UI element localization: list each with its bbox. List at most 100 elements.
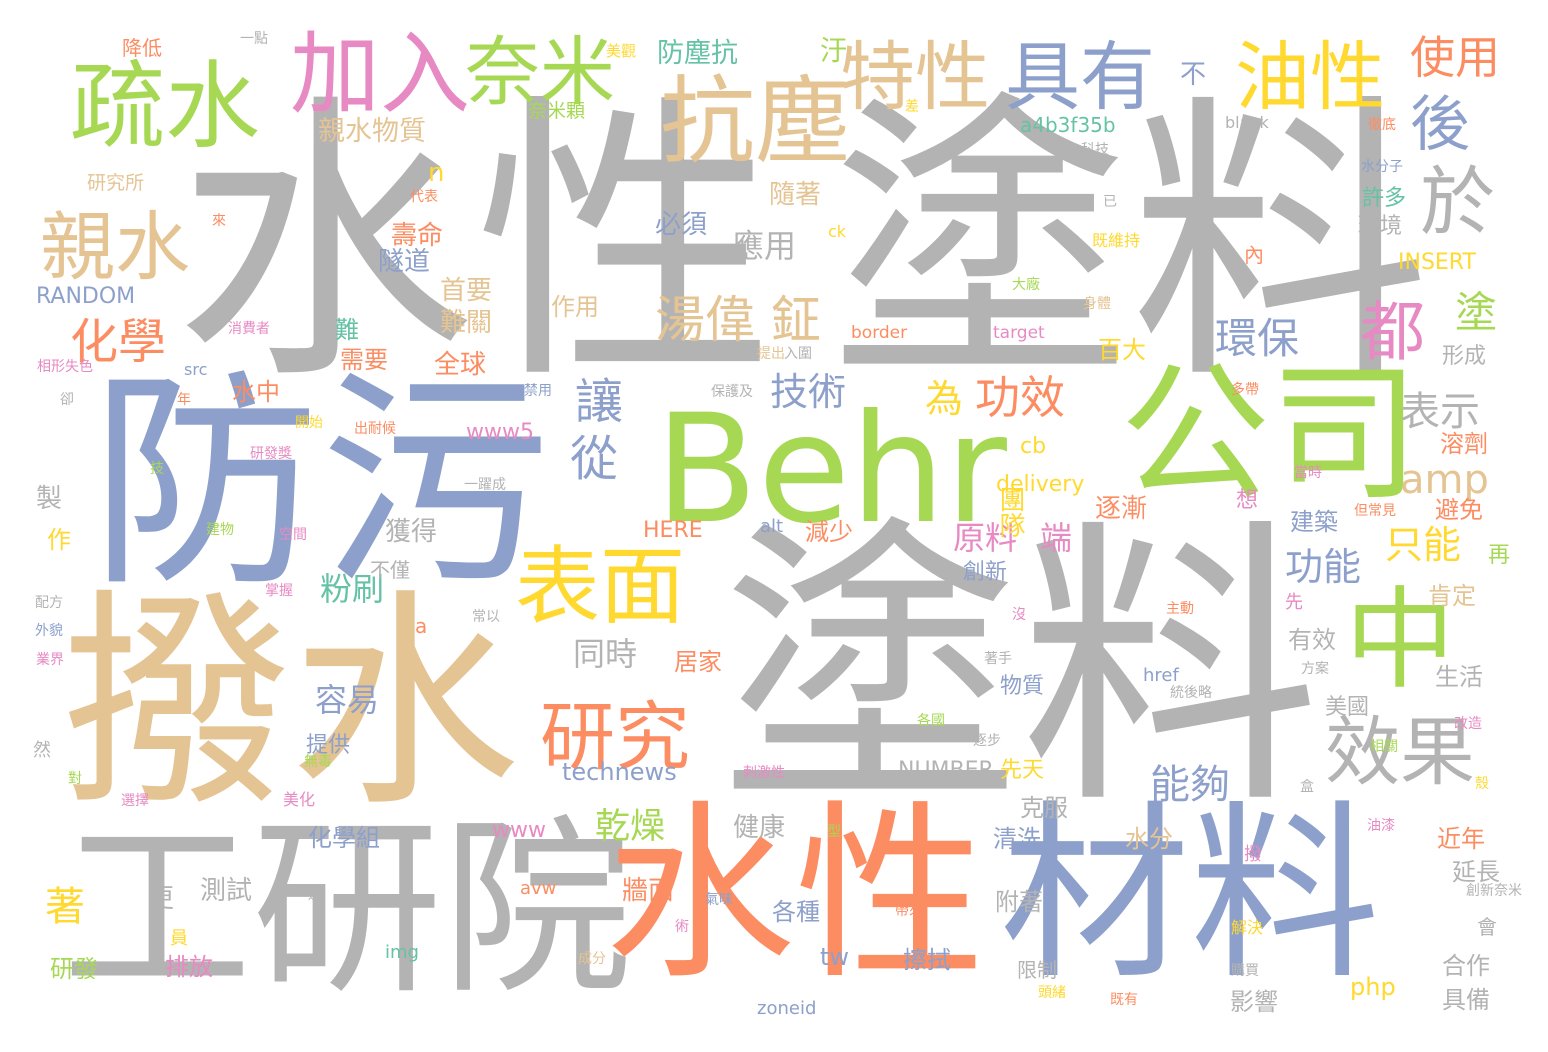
word: 當時 [1294, 465, 1322, 481]
word: 撥 [1244, 844, 1262, 865]
word: 提出 [757, 346, 785, 362]
word: 功效 [975, 371, 1066, 424]
word: avw [520, 878, 557, 899]
word: 容易 [315, 681, 380, 719]
word: 創新奈米 [1466, 883, 1522, 899]
word: 塗料 [830, 70, 1430, 419]
word: 但常見 [1354, 503, 1396, 519]
word: 汙 [820, 36, 847, 67]
word: 提供 [306, 733, 351, 758]
word: 具備 [1442, 986, 1490, 1014]
word: 克服 [1020, 794, 1068, 822]
word: 團隊 [995, 486, 1025, 538]
word: 塗料 [720, 495, 1320, 844]
word: 必須 [655, 210, 708, 240]
word: 氣味 [705, 892, 733, 908]
word: 防塵抗 [657, 38, 738, 69]
word: target [993, 323, 1045, 343]
word: 帶來 [895, 903, 923, 919]
word: 具有 [1005, 33, 1156, 121]
word: 各種 [772, 898, 820, 926]
word: 製 [36, 484, 63, 514]
word: 保護及 [711, 384, 753, 400]
word: 許多 [1362, 186, 1407, 211]
word: 逐漸 [1095, 494, 1148, 524]
word: 著 [45, 884, 85, 930]
word: 先 [1285, 592, 1303, 613]
word: NUMBER [898, 758, 994, 783]
word: 生活 [1435, 663, 1483, 691]
word: 合作 [1442, 952, 1490, 980]
word: 影響 [1230, 988, 1278, 1016]
word: 清洗 [993, 825, 1041, 853]
word: 讓 [575, 374, 624, 430]
word: 使用 [1410, 31, 1501, 84]
word: 技 [150, 461, 164, 477]
word: 建築 [1290, 508, 1338, 536]
word: 測試 [200, 876, 253, 906]
word: 難關 [440, 308, 493, 338]
word: 工研院 [62, 799, 633, 1020]
word: 加入 [290, 22, 470, 127]
word: 作用 [551, 293, 599, 321]
word: 外貌 [35, 623, 63, 639]
word: 一點 [240, 31, 268, 47]
word: 選擇 [121, 793, 149, 809]
word: 化學組 [308, 824, 380, 852]
word: 公司 [1120, 348, 1421, 522]
word: 業界 [36, 652, 64, 668]
word: php [1350, 973, 1396, 1001]
word: 刺激性 [743, 765, 785, 781]
word: 獲得 [385, 517, 438, 547]
word: 需要 [340, 346, 388, 374]
word: 後 [1410, 90, 1470, 160]
word: 建物 [206, 522, 234, 538]
word: zoneid [757, 998, 817, 1019]
word: 掌握 [265, 583, 293, 599]
word: 溶劑 [1440, 430, 1488, 458]
word: 化學 [70, 314, 167, 370]
word: 湯偉 鉦 [655, 291, 821, 349]
word: 不僅 [370, 558, 410, 582]
word: 出耐候 [354, 421, 396, 437]
word: 擦拭 [903, 946, 951, 974]
word: 首要 [440, 276, 493, 306]
word: 水分 [1125, 825, 1173, 853]
word: 肯定 [1428, 582, 1476, 610]
word: 統後略 [1170, 685, 1212, 701]
word: 無毒 [304, 754, 332, 770]
word: 原料 [953, 519, 1018, 557]
word: 減少 [805, 518, 853, 546]
word: 親水物質 [318, 116, 426, 147]
word: 配方 [35, 595, 63, 611]
word: amp [1400, 457, 1489, 503]
word: 奈米顆 [528, 100, 586, 122]
word: 為 [925, 377, 964, 421]
word: 於 [1420, 158, 1496, 246]
word: 大廠 [1012, 277, 1040, 293]
word: 疏水 [70, 52, 261, 162]
word: Behr [655, 383, 1007, 557]
word: 奈米 [465, 28, 616, 116]
word: 消費者 [228, 321, 270, 337]
word: 購買 [1231, 963, 1259, 979]
word: 排放 [165, 953, 213, 981]
word: 型 [827, 824, 841, 840]
word: 避免 [1435, 496, 1483, 524]
word: 身體 [1083, 296, 1111, 312]
word: border [851, 323, 908, 343]
word: 成分 [578, 951, 606, 967]
word: www [492, 818, 546, 843]
word: 改造 [1454, 716, 1482, 732]
word: 表面 [515, 538, 686, 637]
word: 油漆 [1367, 818, 1395, 834]
word: 效果 [1325, 708, 1476, 796]
word: 美化 [283, 790, 316, 809]
word: 同時 [573, 635, 638, 673]
word: 技術 [770, 370, 847, 414]
word: 一躍成 [464, 477, 506, 493]
word: 附著 [995, 888, 1043, 916]
word: 逐步 [973, 733, 1001, 749]
word: src [184, 360, 208, 379]
word: 表示 [1400, 389, 1480, 435]
